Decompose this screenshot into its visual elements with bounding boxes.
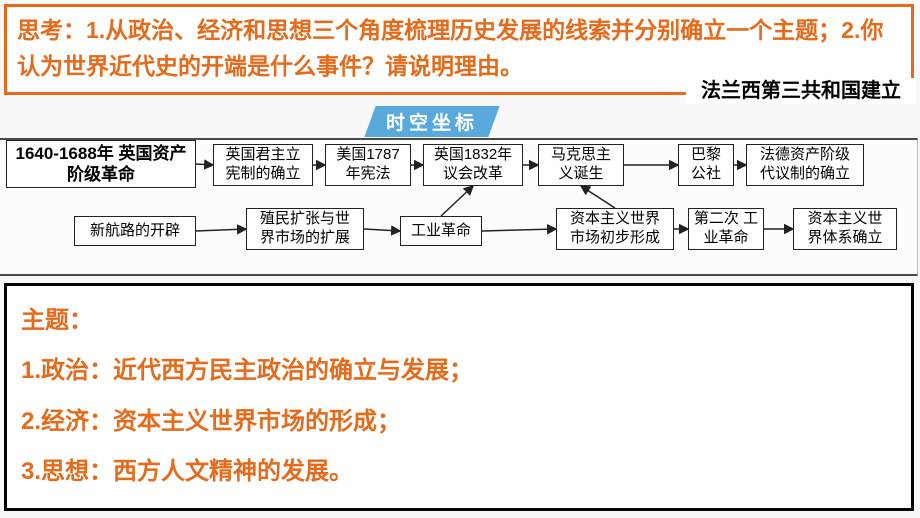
node-n7: 法德资产阶级 代议制的确立 <box>746 144 864 186</box>
top-right-label: 法兰西第三共和国建立 <box>686 78 916 104</box>
node-n1: 1640-1688年 英国资产阶级革命 <box>6 140 196 188</box>
page-root: { "colors":{"accent":"#e66a1a","banner_b… <box>0 0 920 518</box>
node-n3: 美国1787 年宪法 <box>325 144 411 186</box>
banner-text: 时空坐标 <box>386 108 478 135</box>
node-n4: 英国1832年 议会改革 <box>423 144 523 186</box>
answer-line-2: 2.经济：资本主义世界市场的形成； <box>21 397 897 447</box>
node-n5: 马克思主 义诞生 <box>538 144 624 186</box>
node-n9: 殖民扩张与世 界市场的扩展 <box>246 208 364 250</box>
node-n12: 第二次 工业革命 <box>688 208 764 250</box>
timeline-diagram: 1640-1688年 英国资产阶级革命英国君主立 宪制的确立美国1787 年宪法… <box>0 138 918 276</box>
node-n8: 新航路的开辟 <box>74 216 196 246</box>
node-n2: 英国君主立 宪制的确立 <box>213 144 313 186</box>
answer-heading: 主题： <box>21 296 897 346</box>
answer-line-1: 1.政治：近代西方民主政治的确立与发展； <box>21 346 897 396</box>
node-n11: 资本主义世界 市场初步形成 <box>556 208 674 250</box>
node-n13: 资本主义世 界体系确立 <box>793 208 897 250</box>
answer-line-3: 3.思想：西方人文精神的发展。 <box>21 447 897 497</box>
answer-box: 主题： 1.政治：近代西方民主政治的确立与发展； 2.经济：资本主义世界市场的形… <box>4 283 914 511</box>
node-n10: 工业革命 <box>400 216 482 246</box>
banner: 时空坐标 <box>364 106 499 137</box>
question-text: 思考：1.从政治、经济和思想三个角度梳理历史发展的线索并分别确立一个主题；2.你… <box>17 17 883 79</box>
node-n6: 巴黎 公社 <box>678 144 734 186</box>
